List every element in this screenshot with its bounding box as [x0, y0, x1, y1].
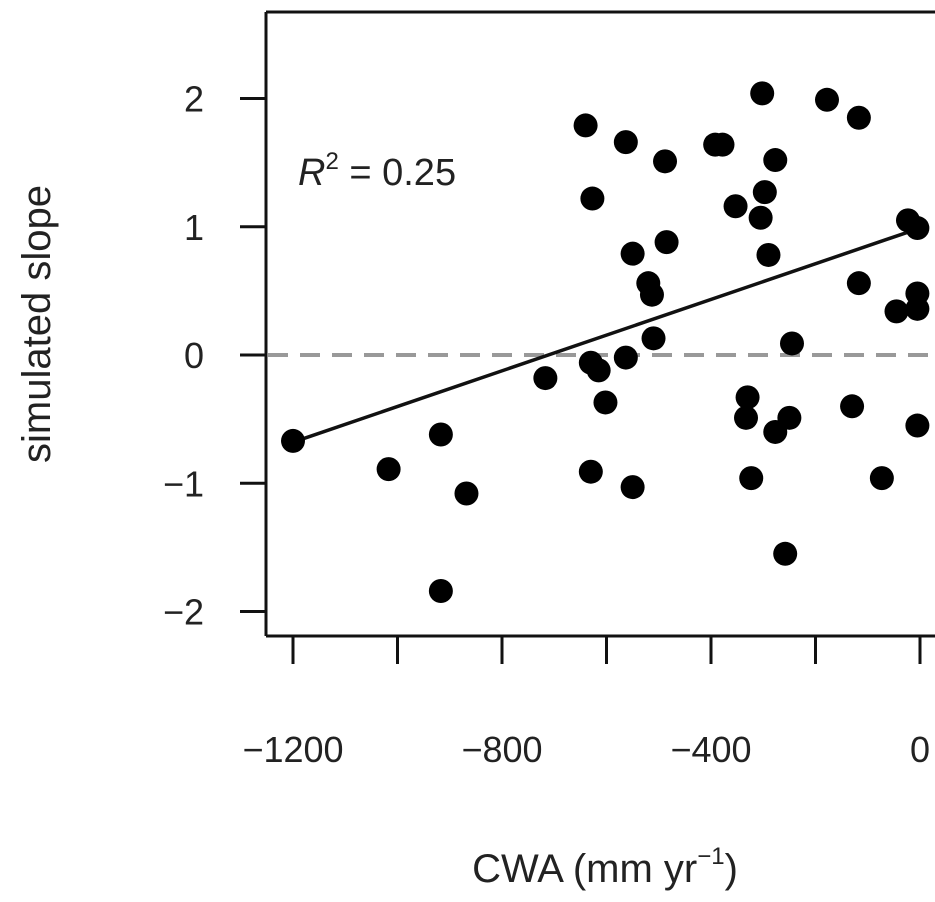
- x-tick-label: −800: [461, 729, 542, 770]
- y-tick-label: 1: [184, 207, 204, 248]
- x-tick-label: 0: [910, 729, 930, 770]
- annotation-prefix: R: [298, 152, 325, 194]
- data-point: [620, 475, 645, 500]
- x-axis: −1200 −800 −400 0: [242, 636, 930, 770]
- x-tick-label: −400: [670, 729, 751, 770]
- y-tick-label: −1: [163, 463, 204, 504]
- data-point: [846, 105, 871, 130]
- data-point: [641, 326, 666, 351]
- y-tick-label: 2: [184, 79, 204, 120]
- data-point: [533, 366, 558, 391]
- data-point: [735, 385, 760, 410]
- data-point: [884, 299, 909, 324]
- data-point: [739, 466, 764, 491]
- r-squared-annotation: R2 = 0.25: [298, 148, 456, 194]
- x-axis-title-sup: −1: [697, 843, 724, 870]
- regression-fit-line: [292, 226, 921, 444]
- fit-line-group: [292, 226, 921, 444]
- data-point: [723, 194, 748, 219]
- data-point: [281, 428, 305, 453]
- x-axis-title-close: ): [725, 847, 738, 891]
- data-points-group: [281, 81, 930, 603]
- data-point: [639, 282, 664, 307]
- x-axis-title: CWA (mm yr−1): [472, 843, 738, 891]
- data-point: [773, 541, 798, 566]
- data-point: [905, 296, 930, 321]
- data-point: [777, 405, 802, 430]
- annotation-sup: 2: [325, 148, 338, 175]
- data-point: [653, 149, 678, 174]
- x-tick-label: −1200: [242, 729, 343, 770]
- y-tick-label: 0: [184, 335, 204, 376]
- data-point: [428, 578, 453, 603]
- data-point: [763, 148, 788, 173]
- data-point: [376, 457, 401, 482]
- y-axis-title: simulated slope: [15, 185, 59, 463]
- data-point: [840, 394, 865, 419]
- data-point: [748, 205, 773, 230]
- y-axis: −2 −1 0 1 2: [163, 79, 266, 633]
- y-tick-label: −2: [163, 592, 204, 633]
- data-point: [869, 466, 894, 491]
- data-point: [750, 81, 775, 106]
- data-point: [620, 241, 645, 266]
- data-point: [846, 271, 871, 296]
- x-axis-title-main: CWA (mm yr: [472, 847, 697, 891]
- data-point: [573, 113, 598, 138]
- data-point: [734, 405, 759, 430]
- data-point: [593, 390, 618, 415]
- data-point: [779, 331, 804, 356]
- data-point: [578, 459, 603, 484]
- data-point: [613, 130, 638, 155]
- data-point: [428, 422, 453, 447]
- data-point: [580, 186, 605, 211]
- data-point: [905, 216, 930, 241]
- data-point: [586, 358, 611, 383]
- data-point: [752, 180, 777, 205]
- data-point: [814, 87, 839, 112]
- data-point: [613, 345, 638, 370]
- data-point: [454, 481, 479, 506]
- data-point: [756, 242, 781, 267]
- data-point: [905, 413, 930, 438]
- annotation-suffix: = 0.25: [339, 152, 456, 194]
- data-point: [654, 230, 679, 255]
- data-point: [710, 132, 735, 157]
